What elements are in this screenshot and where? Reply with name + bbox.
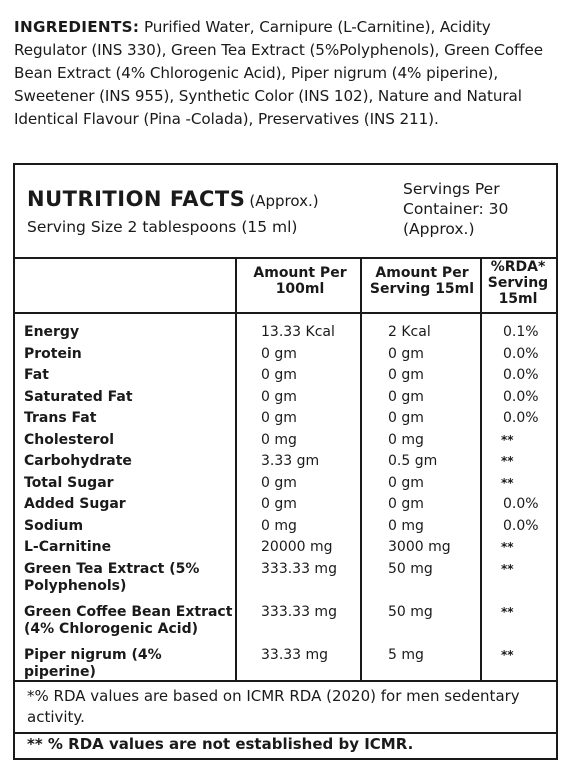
- rda-footnote-box: *% RDA values are based on ICMR RDA (202…: [15, 680, 556, 734]
- nutrient-rda: 0.0%: [503, 388, 539, 405]
- rda-footnote: *% RDA values are based on ICMR RDA (202…: [27, 687, 520, 726]
- nutrient-rda: 0.0%: [503, 517, 539, 534]
- nutrition-header: NUTRITION FACTS (Approx.) Serving Size 2 …: [15, 165, 556, 259]
- nutrient-name: Protein: [24, 345, 82, 362]
- nutrient-per-100ml: 333.33 mg: [261, 604, 337, 620]
- nutrient-name: Energy: [24, 324, 80, 340]
- nutrient-rda: 0.0%: [503, 410, 539, 426]
- nutrition-title-text: NUTRITION FACTS: [27, 187, 246, 211]
- column-divider: [235, 257, 237, 680]
- nutrient-per-100ml: 0 gm: [261, 367, 297, 383]
- nutrient-per-serving: 50 mg: [388, 560, 433, 577]
- nutrient-per-100ml: 3.33 gm: [261, 453, 320, 469]
- serving-size: Serving Size 2 tablespoons (15 ml): [27, 218, 298, 236]
- nutrient-per-serving: 0 mg: [388, 431, 424, 448]
- nutrient-name: Sodium: [24, 517, 84, 534]
- nutrient-per-100ml: 13.33 Kcal: [261, 324, 335, 340]
- nutrient-per-100ml: 33.33 mg: [261, 647, 329, 663]
- nutrient-name: Total Sugar: [24, 474, 114, 491]
- nutrient-rda: 0.0%: [503, 496, 539, 512]
- nutrient-rda: 0.1%: [503, 324, 539, 340]
- nutrient-per-100ml: 0 mg: [261, 517, 297, 534]
- nutrient-rda: **: [501, 605, 514, 619]
- nutrient-per-100ml: 0 gm: [261, 388, 297, 405]
- column-header-row: Amount Per 100ml Amount Per Serving 15ml…: [15, 257, 556, 314]
- nutrient-per-serving: 3000 mg: [388, 539, 451, 555]
- nutrient-rda: **: [501, 454, 514, 468]
- servings-per-container: Servings Per Container: 30 (Approx.): [403, 180, 509, 238]
- nutrient-name: Cholesterol: [24, 431, 114, 448]
- ingredients-label: INGREDIENTS:: [14, 18, 140, 36]
- ingredients-text: INGREDIENTS: Purified Water, Carnipure (…: [14, 16, 562, 131]
- nutrient-per-100ml: 20000 mg: [261, 539, 333, 555]
- nutrient-name: Trans Fat: [24, 410, 97, 426]
- nutrient-per-100ml: 0 mg: [261, 431, 297, 448]
- nutrient-name: L-Carnitine: [24, 539, 112, 555]
- column-divider: [360, 257, 362, 680]
- nutrient-per-serving: 5 mg: [388, 647, 424, 663]
- nutrient-name: Piper nigrum (4% piperine): [24, 647, 162, 680]
- nutrient-per-100ml: 333.33 mg: [261, 560, 337, 577]
- rda-not-established-note: ** % RDA values are not established by I…: [27, 735, 414, 753]
- nutrient-per-serving: 0 gm: [388, 474, 424, 491]
- nutrient-rda: 0.0%: [503, 345, 539, 362]
- nutrient-per-serving: 0 gm: [388, 388, 424, 405]
- nutrient-rda: **: [501, 648, 514, 662]
- nutrient-per-serving: 0.5 gm: [388, 453, 438, 469]
- nutrient-per-serving: 50 mg: [388, 604, 433, 620]
- col-per-serving: Amount Per Serving 15ml: [369, 265, 475, 297]
- nutrient-rda: **: [501, 561, 514, 576]
- col-rda: %RDA* Serving 15ml: [487, 259, 549, 307]
- nutrition-title: NUTRITION FACTS (Approx.): [27, 187, 319, 211]
- nutrition-title-approx: (Approx.): [249, 192, 319, 210]
- nutrient-rda: **: [501, 432, 514, 447]
- nutrient-per-100ml: 0 gm: [261, 496, 297, 512]
- nutrient-per-100ml: 0 gm: [261, 410, 297, 426]
- nutrient-name: Green Coffee Bean Extract (4% Chlorogeni…: [24, 604, 233, 637]
- nutrient-name: Carbohydrate: [24, 453, 132, 469]
- nutrient-per-serving: 0 gm: [388, 410, 424, 426]
- nutrient-name: Added Sugar: [24, 496, 126, 512]
- nutrient-rda: **: [501, 540, 514, 554]
- col-per-100ml: Amount Per 100ml: [253, 265, 347, 297]
- ingredients-list: Purified Water, Carnipure (L-Carnitine),…: [14, 18, 544, 128]
- nutrient-per-serving: 0 gm: [388, 496, 424, 512]
- nutrient-rda: 0.0%: [503, 367, 539, 383]
- nutrient-per-serving: 0 gm: [388, 345, 424, 362]
- nutrient-per-serving: 0 mg: [388, 517, 424, 534]
- nutrient-name: Saturated Fat: [24, 388, 133, 405]
- nutrient-per-serving: 2 Kcal: [388, 324, 431, 340]
- nutrient-per-100ml: 0 gm: [261, 345, 297, 362]
- nutrient-name: Green Tea Extract (5% Polyphenols): [24, 560, 200, 594]
- nutrient-name: Fat: [24, 367, 49, 383]
- nutrient-per-100ml: 0 gm: [261, 474, 297, 491]
- nutrition-facts-panel: NUTRITION FACTS (Approx.) Serving Size 2 …: [13, 163, 558, 760]
- column-divider: [480, 257, 482, 680]
- nutrient-rda: **: [501, 475, 514, 490]
- nutrient-per-serving: 0 gm: [388, 367, 424, 383]
